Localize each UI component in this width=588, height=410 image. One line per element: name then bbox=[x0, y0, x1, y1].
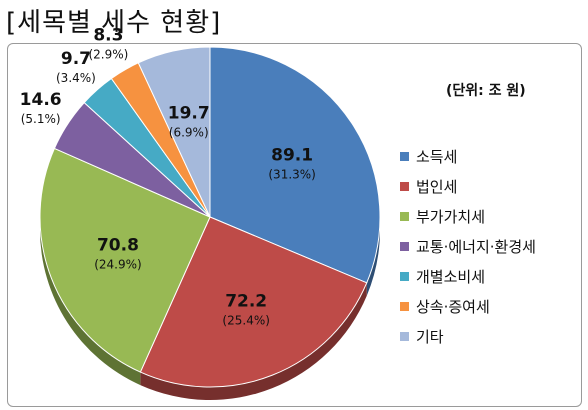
pie-side-2 bbox=[40, 217, 141, 386]
slice-percent-label: (2.9%) bbox=[88, 47, 128, 61]
legend-item: 기타 bbox=[400, 321, 536, 351]
pie-slice-1 bbox=[139, 216, 368, 388]
legend-swatch bbox=[400, 241, 409, 251]
pie-depth bbox=[40, 217, 380, 400]
slice-value-label: 8.3 bbox=[93, 25, 123, 45]
slice-value-label: 14.6 bbox=[20, 90, 62, 110]
slice-percent-label: (31.3%) bbox=[268, 167, 315, 181]
slice-value-label: 72.2 bbox=[225, 292, 267, 312]
legend-swatch bbox=[400, 271, 409, 281]
legend-label: 교통·에너지·환경세 bbox=[416, 237, 536, 256]
legend-item: 개별소비세 bbox=[400, 261, 536, 291]
slice-value-label: 70.8 bbox=[97, 235, 139, 255]
legend-label: 법인세 bbox=[416, 177, 458, 196]
legend-swatch bbox=[400, 331, 409, 341]
legend-label: 개별소비세 bbox=[416, 267, 486, 286]
legend-item: 법인세 bbox=[400, 171, 536, 201]
legend-swatch bbox=[400, 181, 409, 191]
legend-label: 기타 bbox=[416, 327, 444, 346]
legend-swatch bbox=[400, 211, 409, 221]
slice-value-label: 19.7 bbox=[168, 104, 210, 124]
pie-side-1 bbox=[140, 282, 367, 400]
page-title: [세목별 세수 현황] bbox=[6, 8, 222, 38]
unit-label: (단위: 조 원) bbox=[446, 83, 526, 99]
slice-value-label: 9.7 bbox=[61, 49, 91, 69]
slice-percent-label: (5.1%) bbox=[21, 112, 61, 126]
legend-item: 소득세 bbox=[400, 141, 536, 171]
pie-slice-2 bbox=[39, 147, 211, 373]
legend-label: 소득세 bbox=[416, 147, 458, 166]
legend-item: 부가가치세 bbox=[400, 201, 536, 231]
pie-slice-6 bbox=[137, 46, 211, 218]
legend-label: 부가가치세 bbox=[416, 207, 486, 226]
slice-value-label: 89.1 bbox=[271, 145, 313, 165]
slice-percent-label: (25.4%) bbox=[222, 314, 269, 328]
slice-percent-label: (6.9%) bbox=[169, 126, 209, 140]
legend-swatch bbox=[400, 151, 409, 161]
pie-side-0 bbox=[366, 217, 380, 296]
slice-percent-label: (3.4%) bbox=[56, 71, 96, 85]
pie-slice-0 bbox=[209, 46, 381, 284]
legend-label: 상속·증여세 bbox=[416, 297, 490, 316]
legend-item: 상속·증여세 bbox=[400, 291, 536, 321]
legend-item: 교통·에너지·환경세 bbox=[400, 231, 536, 261]
slice-percent-label: (24.9%) bbox=[94, 257, 141, 271]
legend-swatch bbox=[400, 301, 409, 311]
